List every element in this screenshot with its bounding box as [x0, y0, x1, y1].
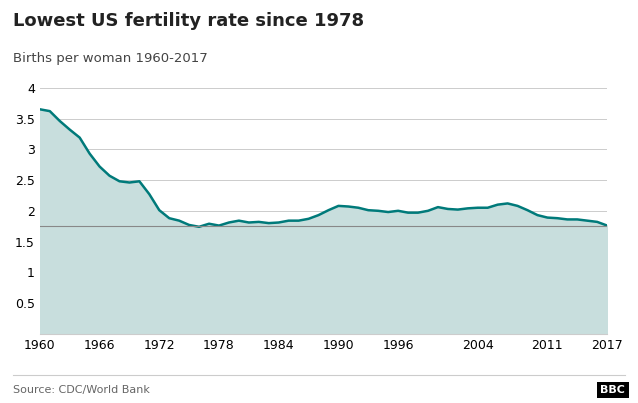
Text: Lowest US fertility rate since 1978: Lowest US fertility rate since 1978: [13, 12, 364, 30]
Text: BBC: BBC: [600, 385, 625, 395]
Text: Births per woman 1960-2017: Births per woman 1960-2017: [13, 52, 207, 65]
Text: Source: CDC/World Bank: Source: CDC/World Bank: [13, 385, 150, 395]
